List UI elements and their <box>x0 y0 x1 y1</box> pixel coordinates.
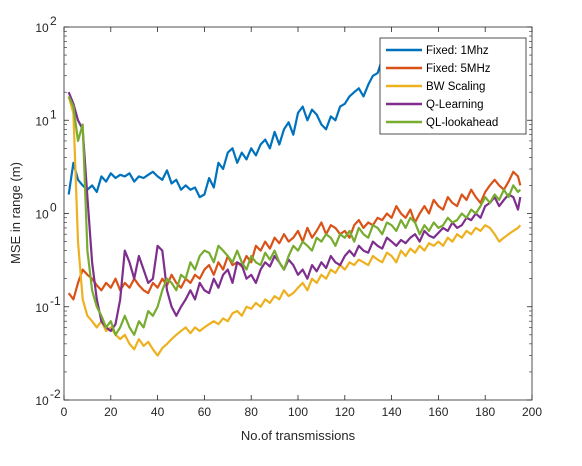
legend: Fixed: 1Mhz Fixed: 5MHz BW Scaling Q-Learni… <box>379 37 527 135</box>
x-tick-label: 200 <box>522 405 542 419</box>
y-tick-exponent: -2 <box>50 387 61 401</box>
x-tick-label: 140 <box>382 405 402 419</box>
legend-label-1: Fixed: 5MHz <box>426 63 491 75</box>
y-tick-exponent: 2 <box>50 14 57 28</box>
y-tick-exponent: 1 <box>50 107 57 121</box>
x-tick-label: 0 <box>61 405 68 419</box>
x-tick-label: 160 <box>428 405 448 419</box>
x-tick-label: 120 <box>335 405 355 419</box>
y-tick-label: 10 0 <box>35 201 57 222</box>
x-tick-label: 100 <box>288 405 308 419</box>
legend-label-0: Fixed: 1Mhz <box>426 45 489 57</box>
x-tick-label: 20 <box>104 405 118 419</box>
y-tick-base: 10 <box>35 21 49 35</box>
legend-entries: Fixed: 1Mhz Fixed: 5MHz BW Scaling Q-Learni… <box>386 45 498 129</box>
x-tick-label: 80 <box>245 405 259 419</box>
y-tick-exponent: -1 <box>50 294 61 308</box>
legend-label-3: Q-Learning <box>426 99 484 111</box>
y-tick-base: 10 <box>35 208 49 222</box>
x-tick-label: 180 <box>475 405 495 419</box>
y-tick-label: 10 -1 <box>35 294 61 315</box>
series-line-0 <box>67 58 384 199</box>
y-tick-exponent: 0 <box>50 201 57 215</box>
y-tick-base: 10 <box>35 114 49 128</box>
y-tick-base: 10 <box>35 394 49 408</box>
y-tick-label: 10 1 <box>35 107 57 128</box>
y-tick-label: 10 2 <box>35 14 57 35</box>
series-line-3 <box>67 91 522 333</box>
series-line-1 <box>67 170 522 301</box>
legend-label-2: BW Scaling <box>426 81 485 93</box>
series-line-2 <box>67 96 522 357</box>
tick-layer <box>63 26 533 401</box>
y-tick-base: 10 <box>35 301 49 315</box>
y-axis-label: MSE in range (m) <box>8 162 23 264</box>
series-layer <box>67 58 522 357</box>
legend-label-4: QL-lookahead <box>426 117 498 129</box>
x-tick-label: 40 <box>151 405 165 419</box>
y-tick-label: 10 -2 <box>35 387 61 408</box>
series-line-4 <box>67 95 522 336</box>
x-axis-label: No.of transmissions <box>241 428 356 443</box>
x-tick-label: 60 <box>198 405 212 419</box>
